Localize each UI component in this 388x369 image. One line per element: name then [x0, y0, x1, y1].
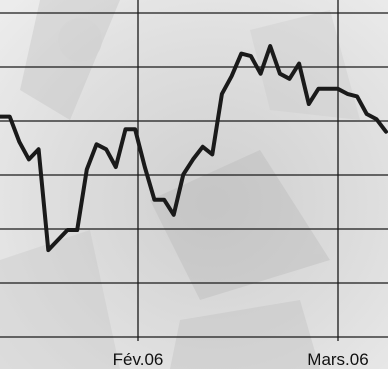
- x-tick-label-feb: Fév.06: [113, 350, 164, 369]
- grid: [0, 0, 388, 341]
- background-photo-shapes: [0, 0, 330, 369]
- series-layer: [0, 44, 388, 253]
- x-tick-label-mar: Mars.06: [307, 350, 368, 369]
- x-tick-labels: Fév.06 Mars.06: [113, 350, 369, 369]
